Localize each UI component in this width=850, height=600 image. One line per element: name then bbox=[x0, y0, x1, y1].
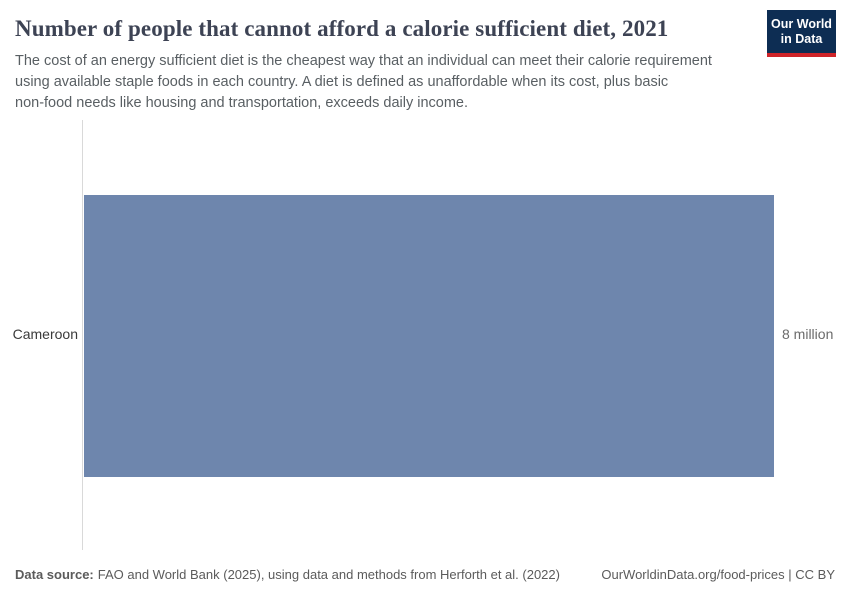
data-source-text: FAO and World Bank (2025), using data an… bbox=[97, 567, 560, 582]
y-axis-line bbox=[82, 120, 83, 550]
subtitle-line: The cost of an energy sufficient diet is… bbox=[15, 53, 712, 69]
subtitle-line: using available staple foods in each cou… bbox=[15, 74, 669, 90]
bar-cameroon[interactable] bbox=[84, 195, 774, 477]
chart-subtitle: The cost of an energy sufficient diet is… bbox=[15, 51, 760, 114]
owid-footer-link[interactable]: OurWorldinData.org/food-prices | CC BY bbox=[601, 567, 835, 582]
owid-logo[interactable]: Our World in Data bbox=[767, 10, 836, 57]
data-source-label: Data source: bbox=[15, 567, 94, 582]
chart-plot-area: Cameroon 8 million bbox=[0, 120, 850, 550]
data-source-note: Data source: FAO and World Bank (2025), u… bbox=[15, 567, 560, 582]
category-label-cameroon: Cameroon bbox=[12, 326, 78, 342]
owid-logo-line1: Our World bbox=[771, 17, 832, 31]
page-title: Number of people that cannot afford a ca… bbox=[15, 16, 669, 41]
chart-footer: Data source: FAO and World Bank (2025), u… bbox=[15, 567, 835, 582]
subtitle-line: non-food needs like housing and transpor… bbox=[15, 95, 469, 111]
bar-value-label: 8 million bbox=[782, 326, 834, 342]
owid-logo-line2: in Data bbox=[780, 32, 823, 46]
